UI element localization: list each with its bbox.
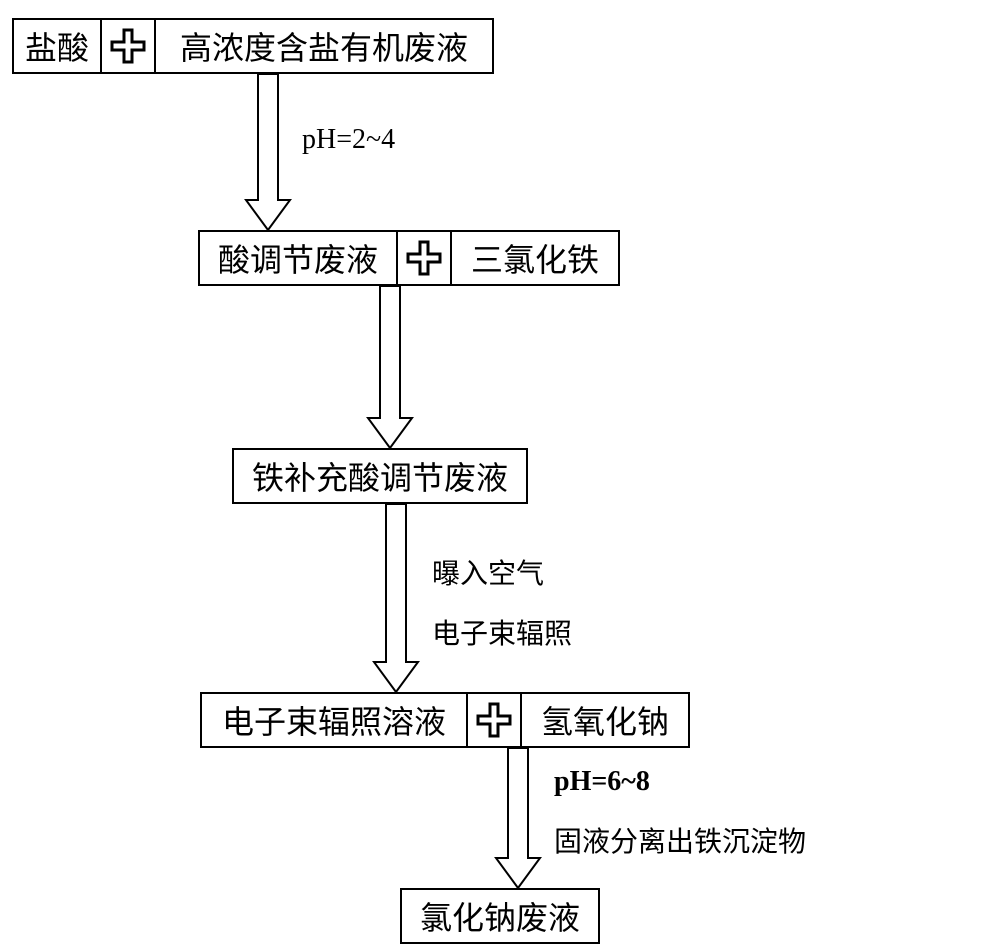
node-step1: 盐酸 高浓度含盐有机废液: [12, 18, 494, 74]
node-step3: 铁补充酸调节废液: [232, 448, 528, 504]
node-step4-part1-label: 电子束辐照溶液: [222, 697, 446, 743]
node-step1-part2: 高浓度含盐有机废液: [154, 18, 494, 74]
node-step4-part2-label: 氢氧化钠: [541, 697, 669, 743]
arrow-3-label-1: 曝入空气: [432, 552, 544, 592]
arrow-1-label-1-text: pH=2~4: [302, 124, 395, 155]
flowchart-canvas: 盐酸 高浓度含盐有机废液 pH=2~4 酸调节废液 三氯化铁: [0, 0, 1000, 952]
node-step4-part2: 氢氧化钠: [520, 692, 690, 748]
node-step5-part1: 氯化钠废液: [400, 888, 600, 944]
node-step1-part2-label: 高浓度含盐有机废液: [180, 23, 468, 69]
arrow-svg: [366, 286, 414, 448]
node-step3-part1-label: 铁补充酸调节废液: [252, 453, 508, 499]
node-step1-part1-label: 盐酸: [25, 23, 89, 69]
arrow-3-label-1-text: 曝入空气: [432, 559, 544, 590]
node-step2-part2-label: 三氯化铁: [471, 235, 599, 281]
arrow-4-label-2-text: 固液分离出铁沉淀物: [554, 827, 806, 858]
arrow-3-label-2-text: 电子束辐照: [432, 619, 572, 650]
plus-icon: [398, 230, 450, 286]
arrow-3: 曝入空气 电子束辐照: [372, 504, 420, 692]
arrow-1: pH=2~4: [244, 74, 292, 230]
arrow-svg: [372, 504, 420, 692]
node-step4-part1: 电子束辐照溶液: [200, 692, 468, 748]
arrow-4: pH=6~8 固液分离出铁沉淀物: [494, 748, 542, 888]
arrow-3-label-2: 电子束辐照: [432, 612, 572, 652]
plus-svg: [110, 28, 146, 64]
arrow-4-label-1: pH=6~8: [554, 766, 650, 798]
node-step2-part1: 酸调节废液: [198, 230, 398, 286]
node-step4: 电子束辐照溶液 氢氧化钠: [200, 692, 690, 748]
plus-icon: [468, 692, 520, 748]
plus-svg: [476, 702, 512, 738]
arrow-4-label-2: 固液分离出铁沉淀物: [554, 820, 806, 860]
node-step5-part1-label: 氯化钠废液: [420, 893, 580, 939]
node-step3-part1: 铁补充酸调节废液: [232, 448, 528, 504]
arrow-svg: [244, 74, 292, 230]
node-step5: 氯化钠废液: [400, 888, 600, 944]
arrow-4-label-1-text: pH=6~8: [554, 766, 650, 797]
arrow-2: [366, 286, 414, 448]
plus-icon: [102, 18, 154, 74]
arrow-svg: [494, 748, 542, 888]
plus-svg: [406, 240, 442, 276]
node-step2-part1-label: 酸调节废液: [218, 235, 378, 281]
arrow-1-label-1: pH=2~4: [302, 124, 395, 156]
node-step1-part1: 盐酸: [12, 18, 102, 74]
node-step2-part2: 三氯化铁: [450, 230, 620, 286]
node-step2: 酸调节废液 三氯化铁: [198, 230, 620, 286]
